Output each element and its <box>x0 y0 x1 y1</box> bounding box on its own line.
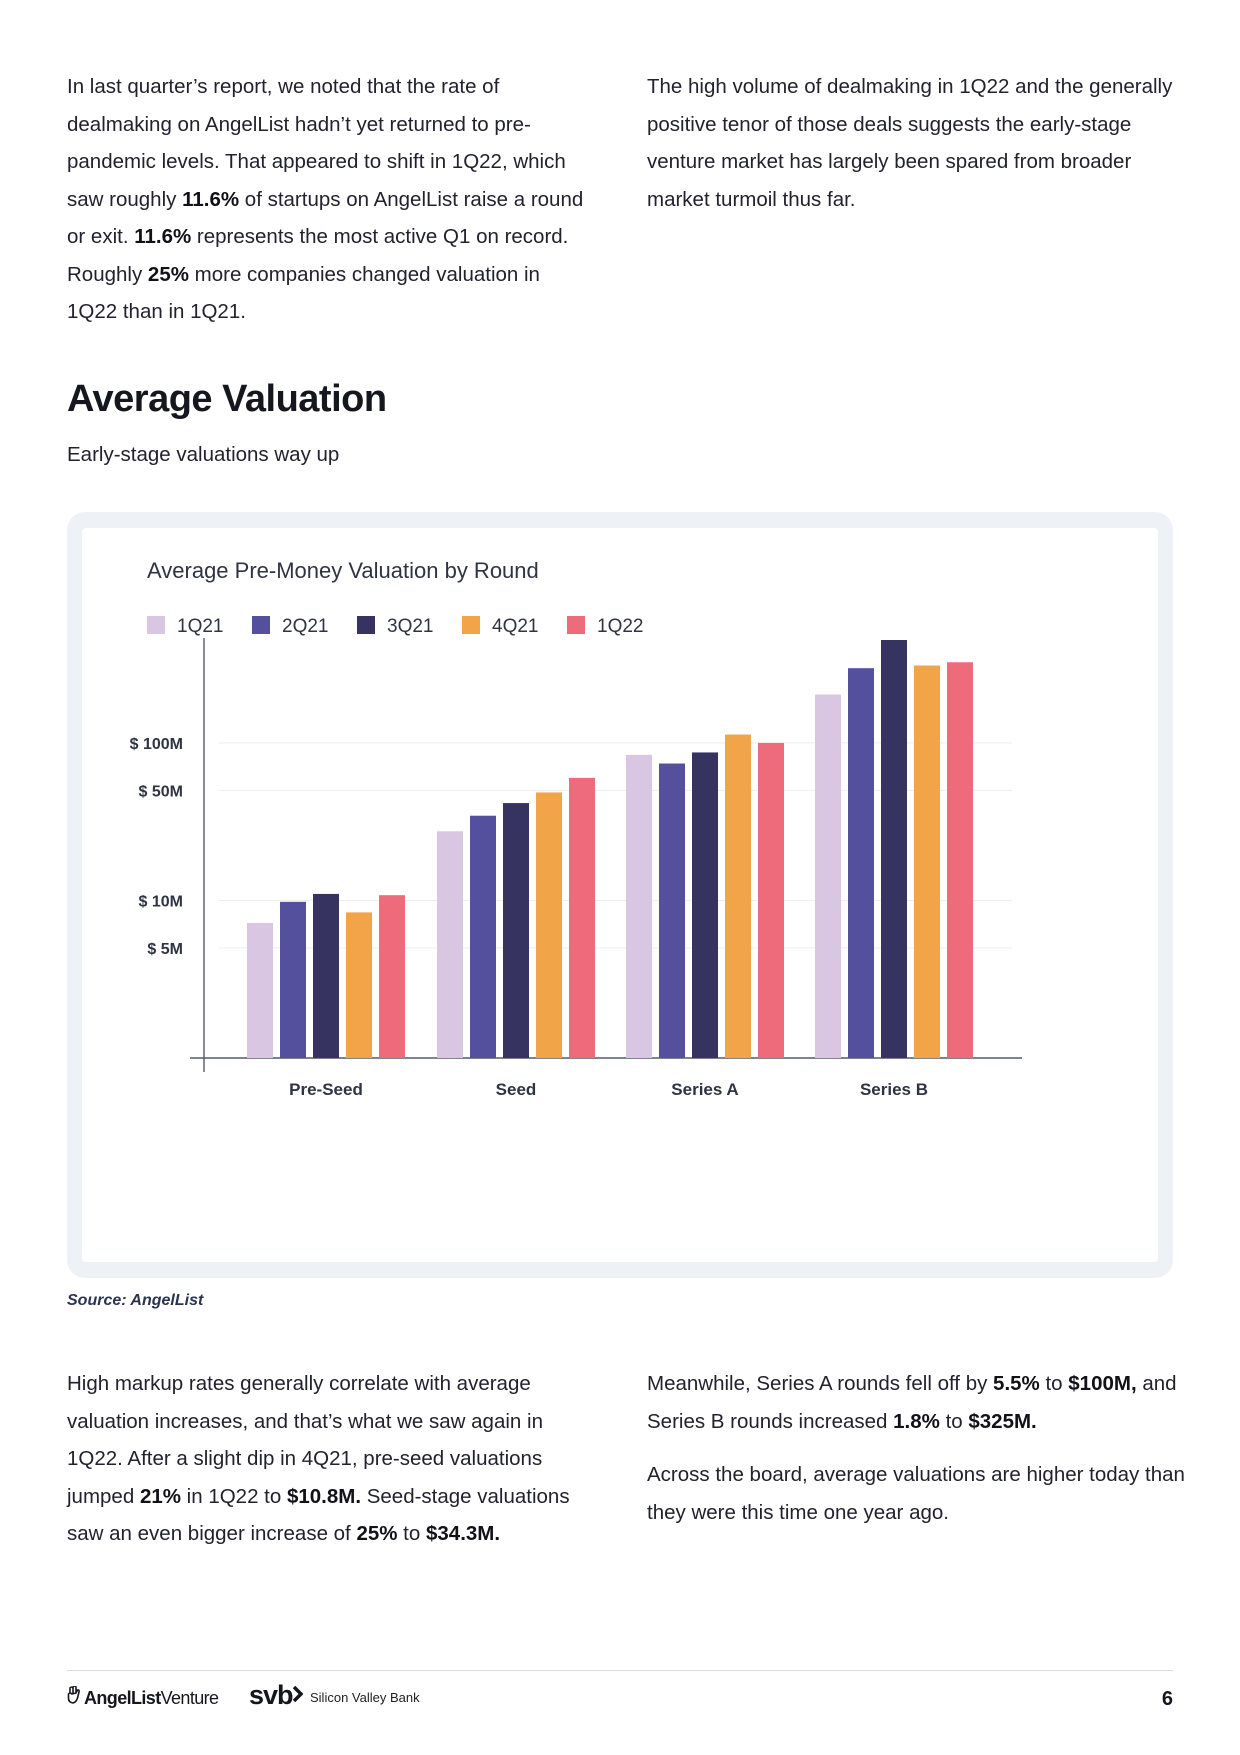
svb-chevron-icon <box>292 1685 303 1703</box>
highlight-value: $34.3M. <box>425 1522 501 1545</box>
svb-logo: svb <box>249 1680 303 1711</box>
paragraph-text: to <box>939 1409 969 1433</box>
highlight-value: 25% <box>147 262 189 286</box>
venture-wordmark: Venture <box>160 1688 219 1708</box>
bar-seed-1q22 <box>569 777 595 1058</box>
legend-label-1q21: 1Q21 <box>177 616 223 637</box>
highlight-value: 11.6% <box>134 225 192 248</box>
bar-pre-seed-4q21 <box>346 912 372 1058</box>
series-change-paragraph: Meanwhile, Series A rounds fell off by 5… <box>647 1365 1187 1440</box>
section-title: Average Valuation <box>67 378 387 420</box>
x-tick-label: Seed <box>496 1080 537 1099</box>
legend-label-4q21: 4Q21 <box>492 616 538 637</box>
bar-series-b-1q22 <box>947 662 973 1058</box>
highlight-value: 25% <box>356 1522 398 1545</box>
bar-seed-2q21 <box>470 815 496 1058</box>
bar-series-a-1q21 <box>626 754 652 1058</box>
legend-swatch-3q21 <box>357 616 375 634</box>
market-paragraph: The high volume of dealmaking in 1Q22 an… <box>647 75 1173 211</box>
footer-divider <box>67 1670 1173 1671</box>
paragraph-text: more companies changed valuation in 1Q22… <box>67 262 540 324</box>
paragraph-text: In last quarter’s report, we noted that … <box>67 75 566 211</box>
bar-series-a-2q21 <box>659 763 685 1058</box>
paragraph-text: Seed-stage valuations saw an even bigger… <box>67 1484 570 1546</box>
bar-pre-seed-1q21 <box>247 922 273 1058</box>
intro-paragraph: In last quarter’s report, we noted that … <box>67 68 587 331</box>
bar-series-b-4q21 <box>914 665 940 1058</box>
legend-swatch-1q22 <box>567 616 585 634</box>
bar-seed-3q21 <box>503 803 529 1058</box>
valuation-bar-chart: Average Pre-Money Valuation by Round 1Q21… <box>130 558 1022 1099</box>
across-board-paragraph: Across the board, average valuations are… <box>647 1463 1185 1524</box>
bar-series-a-3q21 <box>692 752 718 1058</box>
bar-series-b-2q21 <box>848 668 874 1058</box>
paragraph-text: Meanwhile, Series A rounds fell off by <box>647 1372 994 1395</box>
bar-series-b-3q21 <box>881 640 907 1058</box>
bar-series-a-4q21 <box>725 734 751 1058</box>
y-tick-label: $ 5M <box>147 941 183 958</box>
section-subtitle: Early-stage valuations way up <box>67 443 340 466</box>
chart-container: Average Pre-Money Valuation by Round 1Q21… <box>67 512 1173 1278</box>
paragraph-text: and Series B rounds increased <box>647 1372 1177 1433</box>
paragraph-text: in 1Q22 to <box>180 1484 287 1508</box>
angellist-wordmark: AngelList <box>84 1688 161 1708</box>
highlight-value: $10.8M. <box>286 1484 362 1508</box>
y-tick-label: $ 50M <box>139 783 183 800</box>
legend-swatch-2q21 <box>252 616 270 634</box>
bar-series-b-1q21 <box>815 694 841 1058</box>
bar-seed-1q21 <box>437 831 463 1058</box>
x-tick-label: Pre-Seed <box>289 1080 363 1099</box>
bar-series-a-1q22 <box>758 742 784 1058</box>
bar-seed-4q21 <box>536 792 562 1058</box>
legend-label-2q21: 2Q21 <box>282 616 328 637</box>
highlight-value: $325M. <box>968 1409 1037 1433</box>
svb-wordmark: svb <box>249 1680 294 1710</box>
paragraph-text: to <box>1039 1372 1069 1395</box>
legend-label-1q22: 1Q22 <box>597 616 643 637</box>
bar-pre-seed-2q21 <box>280 901 306 1058</box>
svb-name: Silicon Valley Bank <box>310 1690 420 1705</box>
paragraph-text: to <box>397 1522 426 1545</box>
footer: AngelListVenture svb Silicon Valley Bank… <box>67 1680 1173 1720</box>
series-paragraphs: Meanwhile, Series A rounds fell off by 5… <box>647 1365 1187 1531</box>
chart-title: Average Pre-Money Valuation by Round <box>147 558 539 583</box>
paragraph-text: of startups on AngelList raise a round o… <box>67 187 584 249</box>
highlight-value: 21% <box>139 1484 181 1508</box>
markup-paragraph: High markup rates generally correlate wi… <box>67 1365 587 1553</box>
chart-card: Average Pre-Money Valuation by Round 1Q21… <box>82 528 1158 1262</box>
highlight-value: 11.6% <box>182 187 240 211</box>
paragraph-text: High markup rates generally correlate wi… <box>67 1372 543 1508</box>
bar-pre-seed-3q21 <box>313 893 339 1058</box>
highlight-value: 5.5% <box>993 1372 1040 1395</box>
legend-swatch-4q21 <box>462 616 480 634</box>
x-tick-label: Series B <box>860 1080 928 1099</box>
bar-pre-seed-1q22 <box>379 895 405 1058</box>
angellist-hand-icon <box>67 1686 80 1704</box>
paragraph-text: represents the most active Q1 on record.… <box>67 225 569 286</box>
page-number: 6 <box>1161 1688 1173 1710</box>
paragraph-gap <box>647 1440 1187 1456</box>
highlight-value: 1.8% <box>893 1409 940 1433</box>
y-tick-label: $ 10M <box>139 893 183 910</box>
angellist-venture-logo: AngelListVenture <box>67 1686 219 1709</box>
legend-swatch-1q21 <box>147 616 165 634</box>
legend-label-3q21: 3Q21 <box>387 616 433 637</box>
y-tick-label: $ 100M <box>130 736 183 753</box>
source-note: Source: AngelList <box>67 1292 204 1309</box>
x-tick-label: Series A <box>671 1080 738 1099</box>
highlight-value: $100M, <box>1068 1372 1137 1395</box>
